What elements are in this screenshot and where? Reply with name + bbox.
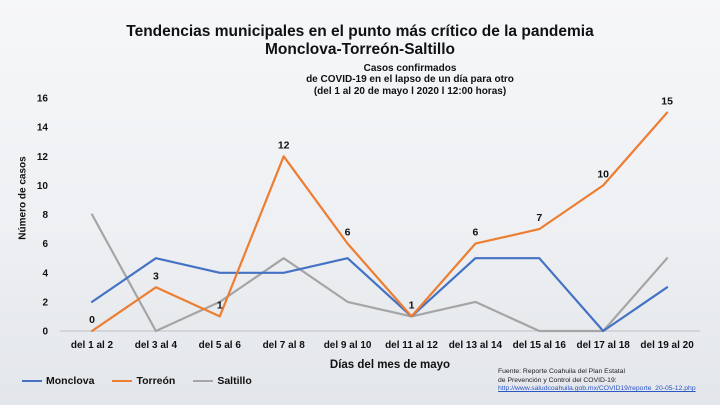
legend-swatch bbox=[193, 379, 214, 383]
chart-subtitle-line1: Casos confirmados bbox=[363, 63, 457, 74]
y-tick-label: 2 bbox=[42, 297, 48, 308]
source-link[interactable]: http://www.saludcoahuila.gob.mx/COVID19/… bbox=[498, 385, 696, 392]
legend-label: Saltillo bbox=[217, 375, 252, 387]
y-axis-label: Número de casos bbox=[17, 156, 29, 240]
data-label: 0 bbox=[89, 314, 95, 326]
data-label: 12 bbox=[278, 139, 290, 151]
series-line-monclova bbox=[90, 257, 669, 333]
chart-subtitle-line2: de COVID-19 en el lapso de un día para o… bbox=[306, 74, 514, 85]
data-label: 1 bbox=[409, 299, 415, 311]
data-label: 3 bbox=[153, 270, 159, 282]
data-label: 6 bbox=[472, 227, 478, 239]
legend-item-saltillo: Saltillo bbox=[193, 375, 252, 387]
x-tick-label: del 3 al 4 bbox=[135, 340, 178, 351]
x-tick-label: del 19 al 20 bbox=[640, 340, 694, 351]
source-note: Fuente: Reporte Coahuila del Plan Estata… bbox=[498, 368, 718, 394]
y-tick-label: 10 bbox=[37, 181, 49, 192]
legend-item-torreon: Torreón bbox=[112, 375, 175, 387]
chart-subtitle-line3: (del 1 al 20 de mayo l 2020 l 12:00 hora… bbox=[313, 86, 507, 97]
data-label: 15 bbox=[661, 96, 673, 108]
legend-label: Torreón bbox=[136, 375, 176, 387]
data-label: 7 bbox=[536, 212, 542, 224]
y-tick-label: 6 bbox=[42, 239, 48, 250]
chart-title: Tendencias municipales en el punto más c… bbox=[126, 23, 594, 40]
chart-title-line2: Monclova-Torreón-Saltillo bbox=[264, 41, 456, 58]
data-label: 10 bbox=[597, 168, 609, 180]
x-tick-label: del 13 al 14 bbox=[449, 340, 503, 351]
data-label: 1 bbox=[217, 299, 223, 311]
y-tick-label: 16 bbox=[37, 94, 49, 105]
legend-swatch bbox=[22, 379, 42, 383]
x-tick-label: del 9 al 10 bbox=[324, 340, 372, 351]
data-label: 6 bbox=[345, 227, 351, 239]
source-line-1: Fuente: Reporte Coahuila del Plan Estata… bbox=[498, 368, 625, 375]
legend: Monclova Torreón Saltillo bbox=[22, 375, 252, 387]
y-tick-label: 8 bbox=[42, 210, 48, 221]
x-tick-label: del 11 al 12 bbox=[385, 340, 438, 351]
y-tick-label: 12 bbox=[37, 152, 49, 163]
x-tick-label: del 15 al 16 bbox=[513, 340, 567, 351]
y-tick-label: 14 bbox=[37, 123, 49, 134]
legend-item-monclova: Monclova bbox=[22, 375, 94, 387]
y-tick-label: 0 bbox=[42, 327, 48, 338]
source-line-2: de Prevención y Control del COVID-19: bbox=[498, 376, 617, 384]
legend-swatch bbox=[112, 379, 133, 383]
x-tick-label: del 17 al 18 bbox=[577, 340, 631, 351]
x-axis-label: Días del mes de mayo bbox=[329, 359, 451, 371]
y-tick-label: 4 bbox=[42, 268, 48, 279]
x-tick-label: del 1 al 2 bbox=[71, 340, 114, 351]
series-line-torreon bbox=[90, 111, 669, 333]
x-tick-label: del 7 al 8 bbox=[263, 340, 306, 351]
legend-label: Monclova bbox=[46, 375, 95, 387]
series-line-saltillo bbox=[90, 213, 669, 333]
x-tick-label: del 5 al 6 bbox=[199, 340, 242, 351]
